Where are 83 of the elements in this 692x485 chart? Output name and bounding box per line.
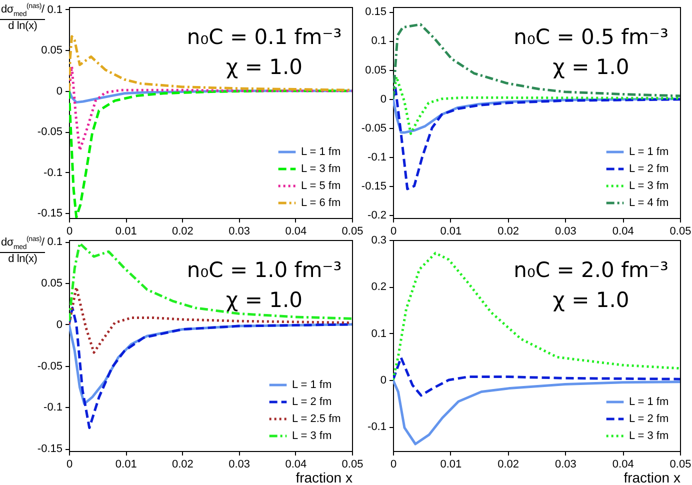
x-tick-label: 0.01 [440,458,462,470]
legend-label: L = 6 fm [301,197,341,209]
x-tick-label: 0.01 [115,226,137,238]
y-tick-label: -0.05 [361,122,386,134]
y-tick-label: 0.05 [41,278,62,290]
y-tick-label: 0.05 [365,64,386,76]
annotation: n₀C = 0.1 fm⁻³ [186,25,342,49]
annotation: n₀C = 0.5 fm⁻³ [514,25,668,49]
legend-label: L = 1 fm [292,379,332,391]
line-series [69,286,352,354]
y-tick-label: -0.2 [368,210,386,222]
y-tick-label: -0.1 [44,166,62,179]
y-tick-label: 0.1 [371,328,386,340]
y-tick-label: 0.1 [371,35,386,48]
legend-label: L = 3 fm [292,430,332,442]
y-tick-label: 0.3 [371,234,386,246]
x-axis-title: fraction x [296,470,352,485]
y-tick-label: -0.05 [37,126,62,138]
legend-label: L = 1 fm [629,146,669,158]
annotation: χ = 1.0 [552,288,630,312]
annotation: χ = 1.0 [226,288,303,312]
x-tick-label: 0.03 [228,458,250,470]
y-tick-label: 0 [380,374,386,387]
y-tick-label: 0 [56,85,62,98]
x-tick-label: 0.02 [498,226,520,238]
y-tick-label: -0.1 [368,151,386,164]
y-tick-label: 0.05 [41,44,62,57]
x-tick-label: 0.05 [670,458,692,470]
x-tick-label: 0.04 [612,226,634,238]
y-tick-label: 0.1 [47,236,62,248]
y-axis-title: dσ$_{med}$$^{(nas)}$/d ln(x) [0,236,46,265]
line-series [393,252,680,382]
annotation: χ = 1.0 [226,55,303,79]
x-tick-label: 0 [66,458,73,470]
legend-label: L = 2 fm [629,163,669,175]
line-series [69,242,352,322]
y-tick-label: -0.05 [37,360,62,372]
x-tick-label: 0 [66,226,73,238]
x-tick-label: 0 [390,226,397,238]
annotation: n₀C = 2.0 fm⁻³ [514,258,668,282]
y-tick-label: 0.2 [371,281,386,294]
y-tick-label: 0.15 [365,6,386,18]
x-tick-label: 0.02 [172,226,194,238]
y-tick-label: -0.1 [368,421,386,434]
x-tick-label: 0.05 [670,226,692,238]
y-tick-label: -0.15 [37,443,62,456]
x-tick-label: 0.02 [498,458,520,470]
legend-label: L = 1 fm [629,396,669,408]
line-series [393,86,680,190]
x-tick-label: 0.03 [228,226,250,238]
y-tick-label: -0.1 [44,402,62,414]
legend-label: L = 1 fm [301,146,341,158]
annotation: χ = 1.0 [552,55,630,79]
x-tick-label: 0.03 [554,458,576,470]
annotation: n₀C = 1.0 fm⁻³ [186,258,342,282]
line-series [393,378,680,446]
legend-label: L = 3 fm [301,163,341,175]
x-tick-label: 0.01 [440,226,462,238]
legend-label: L = 2.5 fm [292,413,341,425]
x-tick-label: 0.01 [115,458,137,470]
x-tick-label: 0 [390,458,397,470]
x-tick-label: 0.05 [342,458,364,470]
x-tick-label: 0.04 [285,458,307,470]
legend-label: L = 4 fm [629,197,669,209]
line-series [393,356,680,397]
legend-label: L = 3 fm [629,430,669,442]
y-tick-label: -0.15 [361,180,386,193]
line-series [393,23,680,100]
legend-label: L = 3 fm [629,180,669,192]
x-tick-label: 0.02 [172,458,194,470]
x-tick-label: 0.04 [285,226,307,238]
legend-label: L = 2 fm [629,413,669,425]
y-tick-label: 0.1 [47,4,62,16]
y-tick-label: -0.15 [37,208,62,220]
y-axis-title: dσ$_{med}$$^{(nas)}$/d ln(x) [0,3,46,32]
x-axis-title: fraction x [624,470,680,485]
legend-label: L = 5 fm [301,180,341,192]
x-tick-label: 0.04 [612,458,634,470]
x-tick-label: 0.03 [554,226,576,238]
x-tick-label: 0.05 [342,226,364,238]
y-tick-label: 0 [56,318,62,331]
legend-label: L = 2 fm [292,396,332,408]
y-tick-label: 0 [380,93,386,106]
